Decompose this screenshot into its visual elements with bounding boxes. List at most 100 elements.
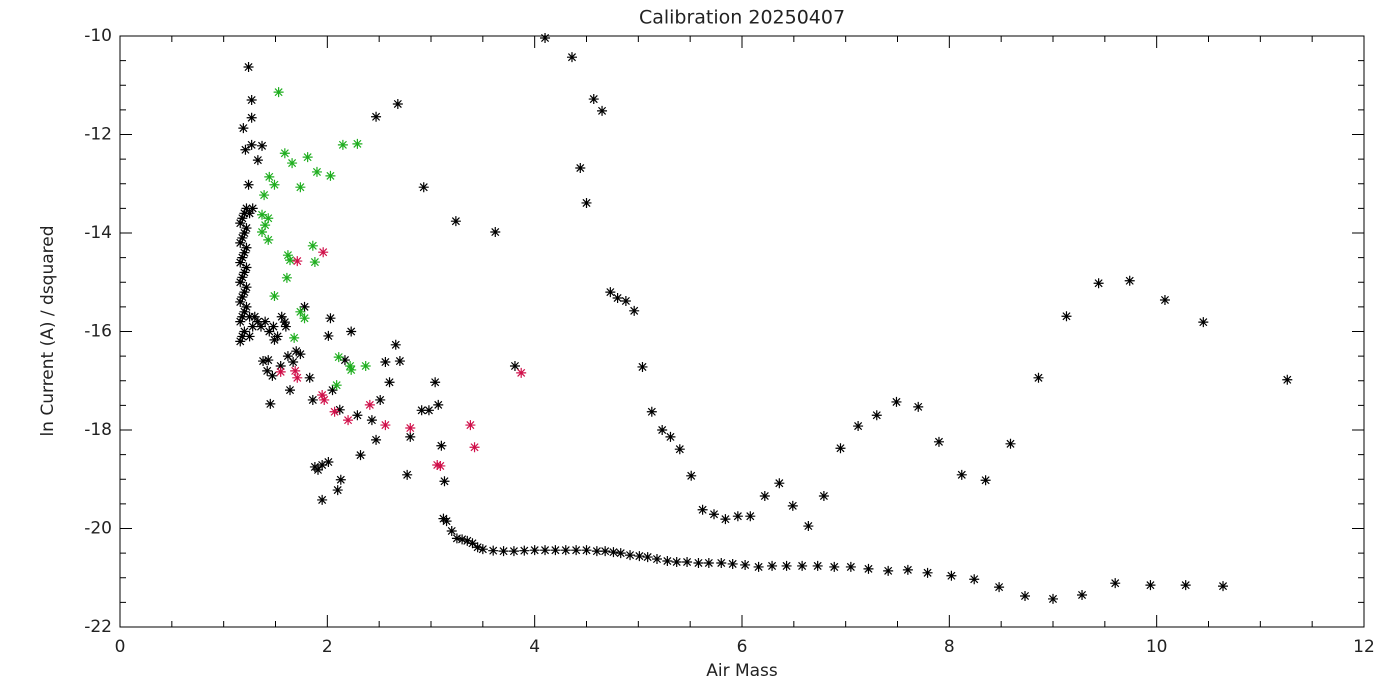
data-point <box>355 450 366 461</box>
data-point <box>498 546 509 557</box>
data-point <box>235 218 246 229</box>
x-tick-label: 8 <box>944 637 955 657</box>
data-point <box>267 370 278 381</box>
data-point <box>902 564 913 575</box>
data-point <box>509 360 520 371</box>
data-point <box>292 372 303 383</box>
data-point <box>323 457 334 468</box>
data-point <box>238 123 249 134</box>
data-point <box>508 546 519 557</box>
data-point <box>759 490 770 501</box>
data-point <box>390 339 401 350</box>
data-point <box>697 504 708 515</box>
data-point <box>235 296 246 307</box>
data-point <box>625 550 636 561</box>
data-point <box>469 442 480 453</box>
data-point <box>430 377 441 388</box>
data-point <box>258 356 269 367</box>
data-point <box>325 170 336 181</box>
data-point <box>269 179 280 190</box>
data-point <box>581 545 592 556</box>
data-point <box>282 250 293 261</box>
data-point <box>263 213 274 224</box>
data-point <box>241 301 252 312</box>
data-point <box>247 203 258 214</box>
data-point <box>237 213 248 224</box>
data-point <box>272 331 283 342</box>
data-point <box>317 459 328 470</box>
data-point <box>1124 275 1135 286</box>
data-point <box>249 311 260 322</box>
data-point <box>237 272 248 283</box>
data-point <box>299 301 310 312</box>
data-point <box>1218 581 1229 592</box>
data-point <box>1180 580 1191 591</box>
data-point <box>829 561 840 572</box>
x-tick-label: 12 <box>1353 637 1375 657</box>
data-point <box>662 556 673 567</box>
data-point <box>295 306 306 317</box>
data-point <box>275 360 286 371</box>
data-point <box>346 326 357 337</box>
data-point <box>634 551 645 562</box>
data-point <box>615 548 626 559</box>
data-point <box>642 552 653 563</box>
data-point <box>237 252 248 263</box>
data-point <box>239 247 250 258</box>
data-point <box>571 545 582 556</box>
data-point <box>241 203 252 214</box>
data-point <box>244 208 255 219</box>
data-point <box>891 396 902 407</box>
data-point <box>550 545 561 556</box>
data-point <box>285 255 296 266</box>
data-point <box>600 546 611 557</box>
data-point <box>803 521 814 532</box>
data-point <box>291 346 302 357</box>
data-point <box>693 557 704 568</box>
data-point <box>605 287 616 298</box>
data-point <box>560 545 571 556</box>
data-point <box>629 305 640 316</box>
data-point <box>745 511 756 522</box>
data-point <box>279 317 290 328</box>
data-point <box>394 356 405 367</box>
data-point <box>257 140 268 151</box>
data-point <box>913 401 924 412</box>
data-point <box>259 190 270 201</box>
data-point <box>276 311 287 322</box>
data-point <box>239 287 250 298</box>
data-point <box>295 182 306 193</box>
data-point <box>280 321 291 332</box>
data-point <box>797 560 808 571</box>
data-point <box>309 461 320 472</box>
data-point <box>1159 294 1170 305</box>
data-point <box>247 321 258 332</box>
data-point <box>239 306 250 317</box>
data-point <box>246 112 257 123</box>
x-tick-label: 6 <box>737 637 748 657</box>
data-point <box>435 460 446 471</box>
data-point <box>239 267 250 278</box>
data-point <box>540 545 551 556</box>
data-point <box>343 415 354 426</box>
data-point <box>241 223 252 234</box>
data-point <box>384 377 395 388</box>
data-point <box>257 209 268 220</box>
data-point <box>352 410 363 421</box>
data-point <box>774 478 785 489</box>
data-point <box>295 349 306 360</box>
data-point <box>472 542 483 553</box>
data-point <box>853 421 864 432</box>
data-point <box>237 292 248 303</box>
data-point <box>262 365 273 376</box>
data-point <box>235 257 246 268</box>
data-point <box>439 476 450 487</box>
y-tick-label: -20 <box>84 519 112 539</box>
data-point <box>402 469 413 480</box>
data-point <box>237 311 248 322</box>
data-point <box>237 232 248 243</box>
y-tick-label: -22 <box>84 617 112 637</box>
data-point <box>317 494 328 505</box>
data-point <box>309 257 320 268</box>
